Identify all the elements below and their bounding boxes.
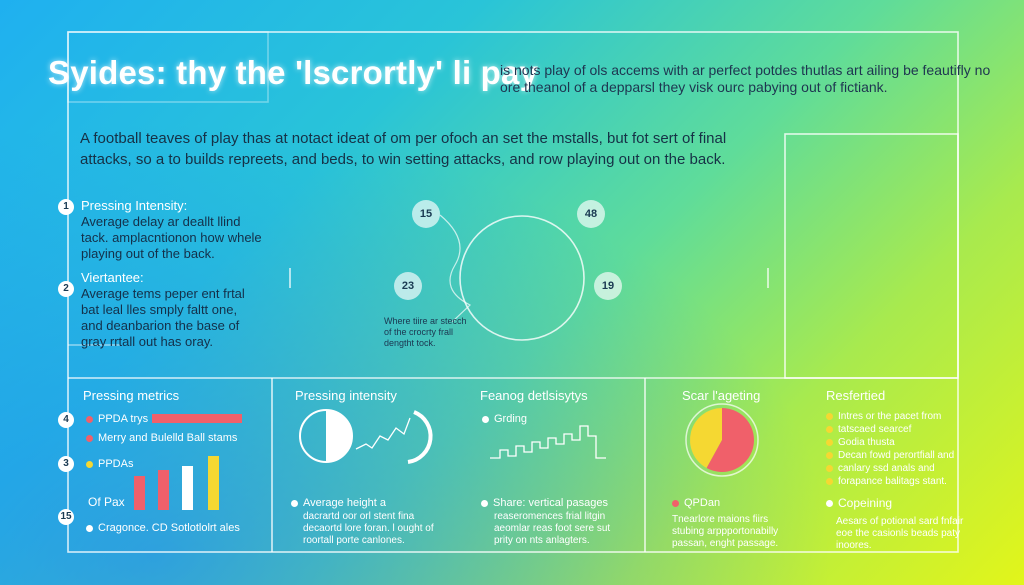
note-1: Pressing Intensity: Average delay ar dea… (81, 198, 266, 262)
note-badge-1: 1 (58, 199, 74, 215)
white-dot-icon (86, 524, 93, 532)
list-item: Intres or the pacet from (826, 410, 966, 423)
metrics-bar-2 (158, 470, 169, 510)
white-dot-icon (482, 415, 489, 423)
intensity-gauge (299, 409, 433, 464)
scar-bullet: QPDan (672, 496, 720, 510)
scar-text: Tnearlore maions fiirs stubing arppporto… (672, 514, 779, 549)
yellow-dot-icon (826, 425, 833, 433)
panel-resfertied-title: Resfertied (826, 388, 886, 403)
yellow-dot-icon (826, 451, 833, 459)
scar-bullet-label: QPDan (684, 497, 721, 509)
panel-pressing-metrics-title: Pressing metrics (83, 388, 180, 403)
panel-pressing-intensity-title: Pressing intensity (295, 388, 397, 403)
feanog-text: reaseromences frial litgin aeomlar reas … (494, 511, 611, 546)
white-dot-icon (826, 500, 833, 508)
player-marker-23: 23 (394, 272, 422, 300)
player-marker-15: 15 (412, 200, 440, 228)
metrics-footer-label: Cragonce. CD Sotlotlolrt ales (98, 522, 240, 534)
feanog-sub-label: Grding (494, 413, 528, 425)
metrics-item-ppdas-label: PPDAs (98, 458, 134, 470)
metrics-bar-chart (134, 456, 219, 510)
metrics-item-ppdas: PPDAs (86, 457, 133, 471)
note-2: Viertantee: Average tems peper ent frtal… (81, 270, 256, 350)
metrics-badge-4: 4 (58, 412, 74, 428)
note-2-text: Average tems peper ent frtal bat leal ll… (81, 286, 245, 349)
panel-feanog-title: Feanog detlsisytys (480, 388, 588, 403)
note-2-heading: Viertantee: (81, 270, 144, 285)
resfertied-list: Intres or the pacet from tatscaed searce… (826, 410, 966, 488)
intensity-bullet: Average height a (291, 496, 386, 510)
intensity-arc (407, 410, 433, 464)
pie-slice-red (706, 408, 754, 472)
intensity-line (355, 417, 411, 450)
feanog-bullet: Share: vertical pasages (481, 496, 608, 510)
metrics-item-ppda-label: PPDA trys (98, 413, 149, 425)
step-line (490, 425, 606, 459)
yellow-dot-icon (826, 438, 833, 446)
list-item: canlary ssd anals and (826, 462, 966, 475)
panel-scar-title: Scar l'ageting (682, 388, 761, 403)
list-item-label: tatscaed searcef (838, 424, 912, 435)
page-title: Syides: thy the 'lscrortly' li pay (48, 54, 539, 91)
intensity-bullet-label: Average height a (303, 497, 386, 509)
resfertied-bullet-label: Copeining (838, 496, 893, 510)
list-item-label: Decan fowd perortfiall and (838, 450, 955, 461)
metrics-bar-4 (208, 456, 219, 510)
metrics-badge-3: 3 (58, 456, 74, 472)
note-badge-2: 2 (58, 281, 74, 297)
scar-pie-chart (685, 403, 759, 477)
note-1-heading: Pressing Intensity: (81, 198, 188, 213)
penalty-box (784, 133, 959, 379)
metrics-bar-3 (182, 466, 193, 510)
yellow-dot-icon (826, 412, 833, 420)
metrics-badge-15: 15 (58, 509, 74, 525)
note-1-text: Average delay ar deallt llind tack. ampl… (81, 214, 262, 261)
ppda-bar (152, 414, 242, 423)
list-item: tatscaed searcef (826, 423, 966, 436)
list-item-label: Godia thusta (838, 437, 895, 448)
white-dot-icon (481, 499, 488, 507)
pitch-annotation: Where tiire ar stecch of the crocrty fra… (384, 316, 467, 348)
intensity-text: dacrartd oor orl stent fina decaortd lor… (303, 511, 434, 546)
metrics-item-merry: Merry and Bulelld Ball stams (86, 431, 237, 445)
player-marker-48: 48 (577, 200, 605, 228)
list-item-label: canlary ssd anals and (838, 463, 935, 474)
of-pax-label: Of Pax (88, 495, 125, 509)
resfertied-bullet: Copeining (826, 496, 892, 510)
resfertied-text: Aesars of potional sard fnfair eoe the c… (836, 516, 964, 551)
metrics-bar-1 (134, 476, 145, 510)
list-item: Godia thusta (826, 436, 966, 449)
feanog-step-chart (490, 425, 606, 459)
pie-slice-yellow (690, 408, 722, 469)
list-item-label: Intres or the pacet from (838, 411, 942, 422)
metrics-footer: Cragonce. CD Sotlotlolrt ales (86, 521, 240, 535)
page-subtitle: is nots play of ols accems with ar perfe… (500, 62, 991, 95)
intro-text: A football teaves of play thas at notact… (80, 130, 727, 168)
list-item: forapance balitags stant. (826, 475, 966, 488)
center-circle (459, 215, 585, 341)
red-dot-icon (86, 415, 93, 423)
movement-arrow (439, 214, 472, 323)
metrics-item-merry-label: Merry and Bulelld Ball stams (98, 432, 238, 444)
feanog-bullet-label: Share: vertical pasages (493, 497, 608, 509)
red-dot-icon (86, 434, 93, 442)
feanog-sub: Grding (482, 412, 527, 426)
list-item: Decan fowd perortfiall and (826, 449, 966, 462)
yellow-dot-icon (86, 460, 93, 468)
yellow-dot-icon (826, 464, 833, 472)
list-item-label: forapance balitags stant. (838, 476, 947, 487)
yellow-dot-icon (826, 477, 833, 485)
white-dot-icon (291, 499, 298, 507)
metrics-item-ppda: PPDA trys (86, 412, 148, 426)
gauge-fill (326, 410, 352, 462)
pie-ring (685, 403, 759, 477)
player-marker-19: 19 (594, 272, 622, 300)
red-dot-icon (672, 499, 679, 507)
corner-box (67, 31, 269, 103)
